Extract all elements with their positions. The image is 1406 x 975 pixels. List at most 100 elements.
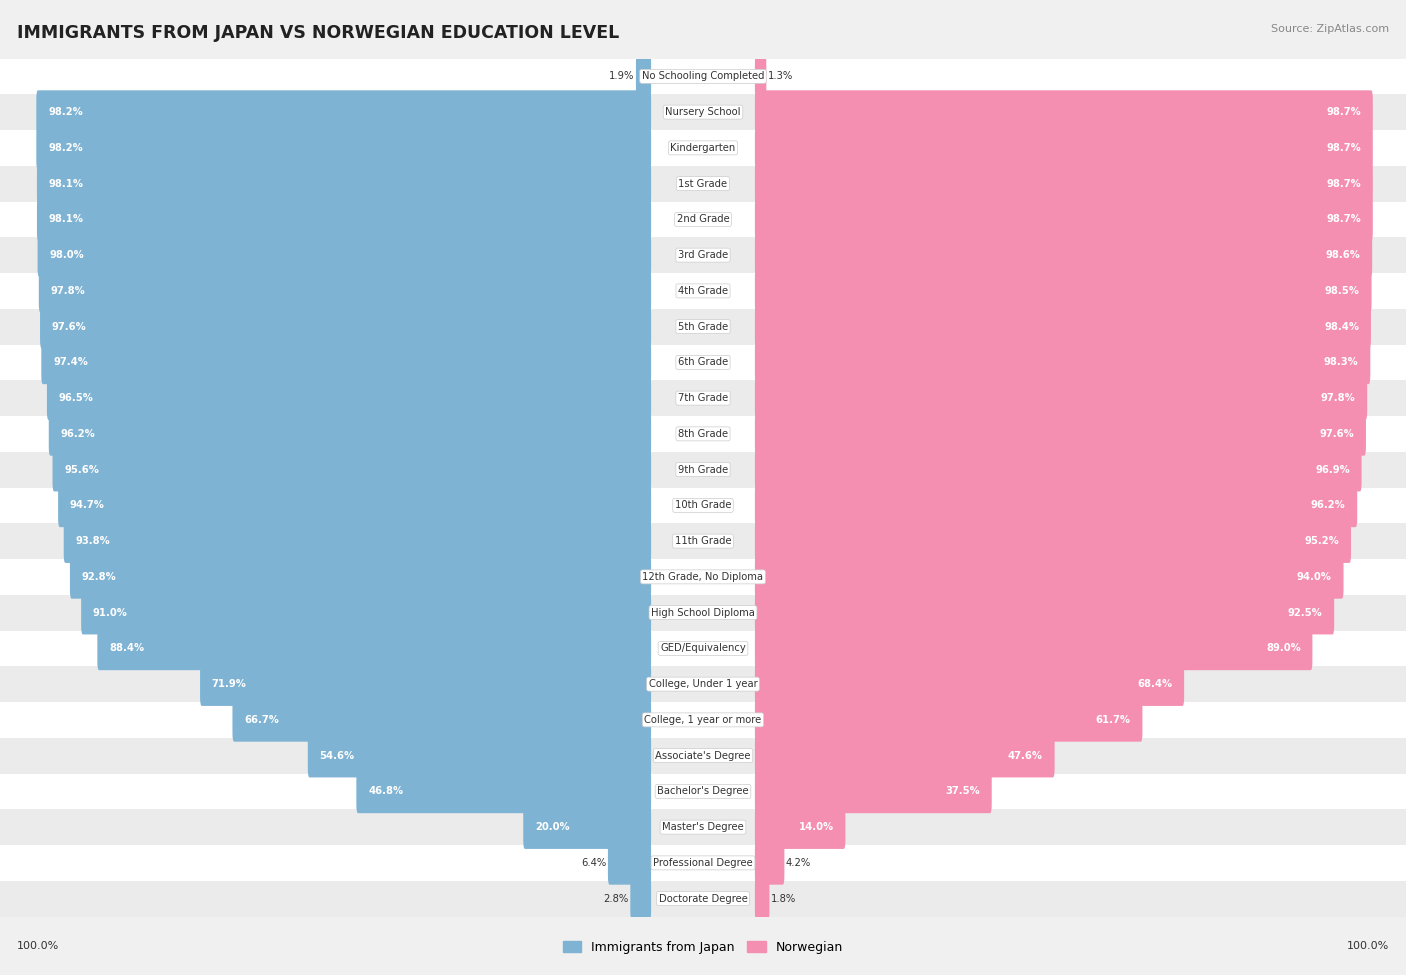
Text: 97.8%: 97.8% [51, 286, 86, 295]
Text: College, Under 1 year: College, Under 1 year [648, 680, 758, 689]
FancyBboxPatch shape [630, 877, 651, 920]
Text: 93.8%: 93.8% [76, 536, 110, 546]
Text: 89.0%: 89.0% [1265, 644, 1301, 653]
Text: 14.0%: 14.0% [799, 822, 834, 832]
FancyBboxPatch shape [755, 412, 1367, 455]
FancyBboxPatch shape [755, 91, 1372, 134]
Text: 92.5%: 92.5% [1288, 607, 1323, 617]
FancyBboxPatch shape [755, 555, 1344, 599]
Text: 20.0%: 20.0% [534, 822, 569, 832]
FancyBboxPatch shape [755, 769, 991, 813]
FancyBboxPatch shape [755, 126, 1372, 170]
Bar [0, 666, 1406, 702]
FancyBboxPatch shape [755, 55, 766, 98]
Text: 98.3%: 98.3% [1324, 358, 1358, 368]
Text: 96.2%: 96.2% [60, 429, 96, 439]
Text: Bachelor's Degree: Bachelor's Degree [657, 787, 749, 797]
Text: 96.9%: 96.9% [1315, 465, 1350, 475]
Bar [0, 273, 1406, 309]
Text: 10th Grade: 10th Grade [675, 500, 731, 510]
Text: High School Diploma: High School Diploma [651, 607, 755, 617]
Bar [0, 237, 1406, 273]
FancyBboxPatch shape [63, 520, 651, 563]
Text: 98.7%: 98.7% [1326, 143, 1361, 153]
FancyBboxPatch shape [755, 627, 1312, 670]
FancyBboxPatch shape [755, 662, 1184, 706]
FancyBboxPatch shape [755, 305, 1371, 348]
Text: 98.4%: 98.4% [1324, 322, 1360, 332]
Text: College, 1 year or more: College, 1 year or more [644, 715, 762, 724]
Bar [0, 416, 1406, 451]
Text: 97.6%: 97.6% [1319, 429, 1354, 439]
FancyBboxPatch shape [523, 805, 651, 849]
FancyBboxPatch shape [356, 769, 651, 813]
Text: 61.7%: 61.7% [1095, 715, 1130, 724]
Text: Master's Degree: Master's Degree [662, 822, 744, 832]
Text: 46.8%: 46.8% [368, 787, 404, 797]
Bar [0, 488, 1406, 524]
FancyBboxPatch shape [37, 198, 651, 241]
Bar [0, 95, 1406, 130]
FancyBboxPatch shape [755, 198, 1372, 241]
FancyBboxPatch shape [755, 233, 1372, 277]
Bar [0, 309, 1406, 344]
FancyBboxPatch shape [200, 662, 651, 706]
FancyBboxPatch shape [308, 734, 651, 777]
Text: 98.0%: 98.0% [49, 251, 84, 260]
FancyBboxPatch shape [82, 591, 651, 635]
Text: 5th Grade: 5th Grade [678, 322, 728, 332]
Bar [0, 559, 1406, 595]
FancyBboxPatch shape [755, 877, 769, 920]
Text: 97.8%: 97.8% [1320, 393, 1355, 403]
Text: 68.4%: 68.4% [1137, 680, 1173, 689]
Bar [0, 595, 1406, 631]
Text: 100.0%: 100.0% [1347, 941, 1389, 951]
Text: 98.6%: 98.6% [1326, 251, 1361, 260]
FancyBboxPatch shape [755, 162, 1372, 206]
Text: 71.9%: 71.9% [212, 680, 246, 689]
FancyBboxPatch shape [232, 698, 651, 742]
FancyBboxPatch shape [58, 484, 651, 527]
Bar [0, 880, 1406, 916]
FancyBboxPatch shape [607, 841, 651, 884]
Text: IMMIGRANTS FROM JAPAN VS NORWEGIAN EDUCATION LEVEL: IMMIGRANTS FROM JAPAN VS NORWEGIAN EDUCA… [17, 24, 619, 42]
Bar [0, 845, 1406, 880]
Text: 95.2%: 95.2% [1305, 536, 1340, 546]
Bar [0, 631, 1406, 666]
FancyBboxPatch shape [755, 448, 1361, 491]
Text: 3rd Grade: 3rd Grade [678, 251, 728, 260]
Text: 95.6%: 95.6% [65, 465, 98, 475]
FancyBboxPatch shape [39, 305, 651, 348]
Text: 6.4%: 6.4% [581, 858, 606, 868]
Text: 1st Grade: 1st Grade [679, 178, 727, 188]
Text: 7th Grade: 7th Grade [678, 393, 728, 403]
Text: 94.7%: 94.7% [70, 500, 104, 510]
Text: 88.4%: 88.4% [110, 644, 145, 653]
Bar [0, 202, 1406, 237]
Text: No Schooling Completed: No Schooling Completed [641, 71, 765, 81]
FancyBboxPatch shape [37, 126, 651, 170]
FancyBboxPatch shape [755, 734, 1054, 777]
FancyBboxPatch shape [755, 805, 845, 849]
Text: Associate's Degree: Associate's Degree [655, 751, 751, 760]
FancyBboxPatch shape [70, 555, 651, 599]
FancyBboxPatch shape [636, 55, 651, 98]
Text: Kindergarten: Kindergarten [671, 143, 735, 153]
Text: 98.7%: 98.7% [1326, 178, 1361, 188]
FancyBboxPatch shape [755, 591, 1334, 635]
FancyBboxPatch shape [41, 340, 651, 384]
Bar [0, 809, 1406, 845]
Text: 100.0%: 100.0% [17, 941, 59, 951]
FancyBboxPatch shape [97, 627, 651, 670]
Bar [0, 58, 1406, 95]
FancyBboxPatch shape [46, 376, 651, 420]
Bar [0, 130, 1406, 166]
Text: Nursery School: Nursery School [665, 107, 741, 117]
Text: 8th Grade: 8th Grade [678, 429, 728, 439]
Text: Doctorate Degree: Doctorate Degree [658, 894, 748, 904]
Text: Professional Degree: Professional Degree [654, 858, 752, 868]
FancyBboxPatch shape [49, 412, 651, 455]
Text: 54.6%: 54.6% [319, 751, 354, 760]
Bar [0, 380, 1406, 416]
Text: 66.7%: 66.7% [245, 715, 278, 724]
